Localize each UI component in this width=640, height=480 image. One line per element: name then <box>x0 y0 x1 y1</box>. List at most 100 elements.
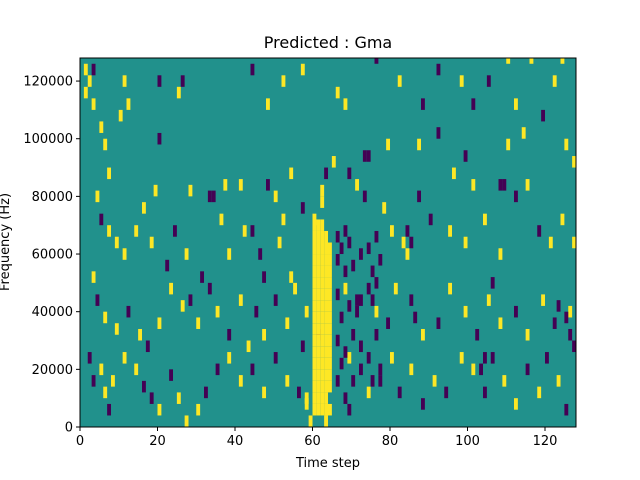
heatmap-cell-229 <box>320 230 325 243</box>
heatmap-cell-113 <box>343 282 348 295</box>
heatmap-cell-296 <box>378 363 383 376</box>
heatmap-cell-3 <box>91 98 96 110</box>
heatmap-cell-272 <box>339 357 344 370</box>
heatmap-cell-60 <box>281 213 286 226</box>
x-tick-label: 0 <box>76 434 84 449</box>
heatmap-cell-177 <box>556 375 561 387</box>
heatmap-cell-171 <box>490 352 495 364</box>
heatmap-cell-92 <box>126 305 131 318</box>
y-tick-label: 60000 <box>32 248 73 263</box>
heatmap-cell-2 <box>87 75 92 87</box>
x-tick-label: 80 <box>382 434 399 449</box>
heatmap-cell-184 <box>312 357 317 370</box>
heatmap-cell-81 <box>514 190 518 203</box>
heatmap-cell-268 <box>335 288 340 301</box>
heatmap-cell-42 <box>165 259 170 272</box>
x-tick-label: 40 <box>227 434 244 449</box>
heatmap-cell-7 <box>118 109 123 122</box>
y-axis-ticks: 0 20000 40000 60000 80000 100000 120000 <box>23 75 80 436</box>
heatmap-cell-191 <box>312 277 317 289</box>
heatmap-cell-193 <box>312 254 317 266</box>
heatmap-cell-71 <box>390 225 394 237</box>
heatmap-cell-220 <box>320 334 325 347</box>
heatmap-cell-58 <box>273 190 278 203</box>
heatmap-cell-84 <box>548 236 553 249</box>
heatmap-cell-12 <box>176 86 181 99</box>
heatmap-cell-28 <box>514 98 518 110</box>
heatmap-cell-35 <box>107 225 112 237</box>
heatmap-cell-48 <box>211 190 216 203</box>
heatmap-cell-293 <box>374 277 379 289</box>
heatmap-cell-99 <box>196 317 201 329</box>
heatmap-cell-302 <box>479 363 484 376</box>
heatmap-cell-264 <box>328 403 332 416</box>
heatmap-cell-168 <box>459 352 464 364</box>
heatmap-cell-222 <box>320 311 325 324</box>
heatmap-cell-288 <box>366 352 371 364</box>
heatmap-cell-152 <box>262 386 267 399</box>
heatmap-cell-44 <box>184 248 189 260</box>
heatmap-cell-16 <box>281 75 286 87</box>
heatmap-cell-86 <box>572 236 577 249</box>
heatmap-cell-124 <box>475 328 480 341</box>
heatmap-cell-266 <box>335 230 340 243</box>
heatmap-cell-148 <box>215 363 220 376</box>
heatmap-cell-123 <box>463 305 468 318</box>
heatmap-cell-69 <box>362 190 367 203</box>
heatmap-cell-103 <box>238 294 243 306</box>
heatmap-cell-107 <box>273 294 278 306</box>
heatmap-cell-23 <box>436 63 441 76</box>
heatmap-cell-309 <box>556 300 561 312</box>
heatmap-cell-210 <box>316 254 321 266</box>
heatmap-cell-194 <box>312 242 317 255</box>
heatmap-cell-249 <box>328 357 332 370</box>
heatmap-cell-183 <box>312 369 317 381</box>
heatmap-cell-241 <box>324 288 329 301</box>
heatmap-cell-276 <box>343 392 348 404</box>
heatmap-cell-83 <box>537 225 542 237</box>
heatmap-cell-295 <box>378 254 383 266</box>
heatmap-cell-290 <box>370 294 375 306</box>
heatmap-cell-233 <box>324 380 329 393</box>
heatmap-cell-130 <box>552 317 557 329</box>
heatmap-cell-218 <box>320 357 325 370</box>
heatmap-cell-245 <box>324 242 329 255</box>
heatmap-cell-90 <box>103 311 108 324</box>
heatmap-cell-209 <box>316 265 321 278</box>
heatmap-cell-63 <box>289 167 294 180</box>
heatmap-cell-65 <box>324 167 329 180</box>
heatmap-cell-198 <box>316 392 321 404</box>
heatmap-cell-201 <box>316 357 321 370</box>
heatmap-cell-10 <box>157 75 162 87</box>
heatmap-cell-294 <box>374 328 379 341</box>
heatmap-cell-248 <box>328 369 332 381</box>
heatmap-cell-110 <box>300 340 305 353</box>
heatmap-cell-176 <box>545 352 549 364</box>
heatmap-cell-120 <box>421 328 425 341</box>
heatmap-cell-235 <box>324 357 329 370</box>
heatmap-cell-146 <box>196 403 201 416</box>
x-tick-label: 20 <box>149 434 166 449</box>
heatmap-cell-29 <box>529 58 534 64</box>
heatmap-cell-161 <box>378 375 383 387</box>
heatmap-cell-135 <box>103 386 108 399</box>
heatmap-cell-49 <box>219 213 224 226</box>
heatmap-cell-212 <box>316 230 321 243</box>
heatmap-cell-52 <box>238 179 243 191</box>
heatmap-cell-1 <box>83 86 88 99</box>
heatmap-cell-30 <box>552 75 557 87</box>
heatmap-cell-236 <box>324 346 329 358</box>
heatmap-cell-182 <box>312 380 317 393</box>
heatmap-cell-251 <box>328 334 332 347</box>
x-tick-label: 120 <box>533 434 558 449</box>
heatmap-cell-47 <box>207 190 212 203</box>
heatmap-cell-240 <box>324 300 329 312</box>
heatmap-cell-247 <box>328 380 332 393</box>
heatmap-cell-267 <box>335 254 340 266</box>
heatmap-cell-98 <box>188 294 193 306</box>
heatmap-cell-19 <box>343 98 348 110</box>
heatmap-cell-253 <box>328 311 332 324</box>
heatmap-cell-62 <box>300 202 305 214</box>
heatmap-cell-260 <box>320 196 325 208</box>
heatmap-cell-287 <box>366 282 371 295</box>
